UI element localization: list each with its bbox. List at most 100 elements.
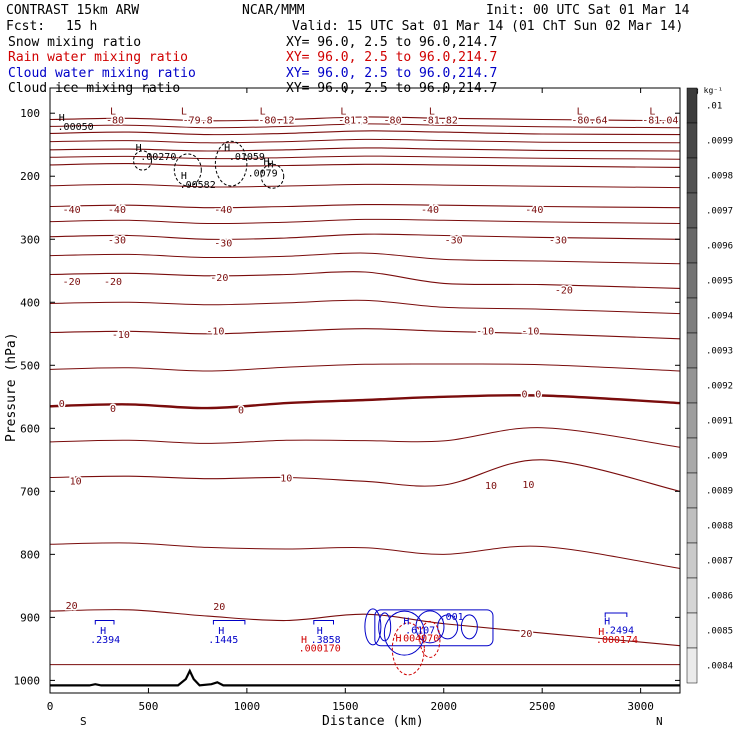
extremum-label: H — [224, 143, 230, 154]
field-cloud-xy: XY= 96.0, 2.5 to 96.0,214.7 — [286, 66, 497, 81]
temperature-contours — [49, 116, 681, 666]
colorbar-swatch — [686, 402, 698, 439]
y-tick-label: 400 — [20, 296, 40, 309]
extremum-label: .00050 — [58, 122, 94, 133]
colorbar-swatch — [686, 297, 698, 334]
colorbar-label: .0096 — [706, 242, 733, 252]
colorbar-swatch — [686, 332, 698, 369]
fcst-value: 15 h — [66, 19, 97, 34]
colorbar-label: .0099 — [706, 137, 733, 147]
field-rain-xy: XY= 96.0, 2.5 to 96.0,214.7 — [286, 50, 497, 65]
extremum-label: H — [317, 626, 323, 637]
colorbar-unit: g kg⁻¹ — [694, 86, 723, 95]
contour-line--30 — [49, 233, 681, 240]
cloud-contour-small — [94, 620, 115, 625]
x-tick-label: 1000 — [234, 700, 261, 713]
contour-label: 0 — [59, 399, 65, 410]
extremum-label: H — [604, 617, 610, 628]
extremum-label: L — [110, 107, 116, 118]
contour-label: 10 — [70, 477, 82, 488]
south-label: S — [80, 715, 87, 728]
contour-label: 10 — [280, 473, 292, 484]
colorbar-label: .0089 — [706, 487, 733, 497]
contour-line--70 — [49, 130, 681, 136]
plot-area: -80 -79.8 -80.12 -81.3 -80 -81.82 -80.64 -81.04… — [49, 87, 681, 694]
extremum-label: H — [598, 627, 604, 638]
extremum-label: L — [577, 107, 583, 118]
extremum-label: H — [181, 171, 187, 182]
contour-label: -80 — [384, 116, 402, 127]
contour-line-mid — [49, 138, 681, 144]
y-tick-label: 900 — [20, 611, 40, 624]
contour-label: 0 — [535, 390, 541, 401]
valid-time: Valid: 15 UTC Sat 01 Mar 14 (01 ChT Sun … — [292, 19, 683, 34]
contour-label: -30 — [214, 238, 232, 249]
colorbar: g kg⁻¹ .01 .0099 .0098 .0097 .0096 .0095 .0094… — [686, 86, 733, 684]
cloud-contour-small — [313, 620, 334, 625]
colorbar-swatch — [686, 472, 698, 509]
extremum-label: .00582 — [180, 180, 216, 191]
contour-label: 10 — [522, 480, 534, 491]
y-tick-label: 600 — [20, 422, 40, 435]
extremum-label: H — [218, 626, 224, 637]
field-rain-name: Rain water mixing ratio — [8, 50, 188, 65]
contour-line--40 — [49, 204, 681, 209]
x-tick-label: 1500 — [332, 700, 359, 713]
contour-line-mid — [49, 252, 681, 265]
contour-label: 0 — [110, 404, 116, 415]
contour-label: -10 — [476, 327, 494, 338]
colorbar-swatch — [686, 577, 698, 614]
terrain-line — [50, 668, 680, 687]
cloud-contour — [383, 610, 425, 656]
extremum-label: .000174 — [596, 635, 638, 646]
extremum-label: L — [429, 107, 435, 118]
extremum-label: .2494 — [604, 625, 634, 636]
colorbar-label: .0093 — [706, 347, 733, 357]
colorbar-swatch — [686, 437, 698, 474]
colorbar-swatch — [686, 122, 698, 159]
extremum-label: .004070 — [397, 634, 439, 645]
contour-label: -20 — [210, 273, 228, 284]
extremum-label: L — [649, 107, 655, 118]
colorbar-label: .0097 — [706, 207, 733, 217]
extremum-label: .001 — [440, 612, 464, 623]
y-tick-label: 700 — [20, 485, 40, 498]
x-tick-label: 2500 — [529, 700, 556, 713]
contour-label: 0 — [521, 390, 527, 401]
axes: 0 500 1000 1500 2000 2500 30001002003004005006… — [14, 88, 680, 713]
cloud-contour — [364, 608, 382, 646]
contour-line-20 — [49, 609, 681, 647]
contour-line-mid — [49, 183, 681, 189]
contour-line--50 — [49, 163, 681, 168]
y-tick-label: 300 — [20, 233, 40, 246]
chart-title: CONTRAST 15km ARW — [6, 3, 139, 18]
cloud-contour — [378, 612, 392, 642]
cloud-contour — [374, 609, 494, 647]
colorbar-label: .0094 — [706, 312, 733, 322]
extremum-label: .2394 — [90, 635, 120, 646]
snow-contour — [173, 153, 202, 187]
colorbar-swatch — [686, 192, 698, 229]
extremum-label: .6107 — [405, 625, 435, 636]
contour-line-mid — [49, 427, 681, 448]
x-axis-label: Distance (km) — [322, 714, 424, 729]
cloud-contours — [94, 608, 628, 676]
colorbar-swatch — [686, 367, 698, 404]
contour-label: -30 — [549, 235, 567, 246]
org-label: NCAR/MMM — [242, 3, 305, 18]
extremum-label: L — [181, 107, 187, 118]
contour-line-mid — [49, 299, 681, 315]
extremum-label: H — [395, 634, 401, 645]
extremum-label: H — [267, 160, 273, 171]
cloud-contour — [415, 610, 445, 644]
extremum-label: L — [340, 107, 346, 118]
y-tick-label: 500 — [20, 359, 40, 372]
colorbar-label: .01 — [706, 102, 722, 112]
cloud-contour — [437, 614, 459, 640]
x-tick-label: 0 — [47, 700, 54, 713]
init-time: Init: 00 UTC Sat 01 Mar 14 — [486, 3, 690, 18]
rain-contour — [419, 620, 441, 658]
colorbar-swatch — [686, 647, 698, 684]
colorbar-label: .0085 — [706, 627, 733, 637]
extremum-label: H — [301, 635, 307, 646]
